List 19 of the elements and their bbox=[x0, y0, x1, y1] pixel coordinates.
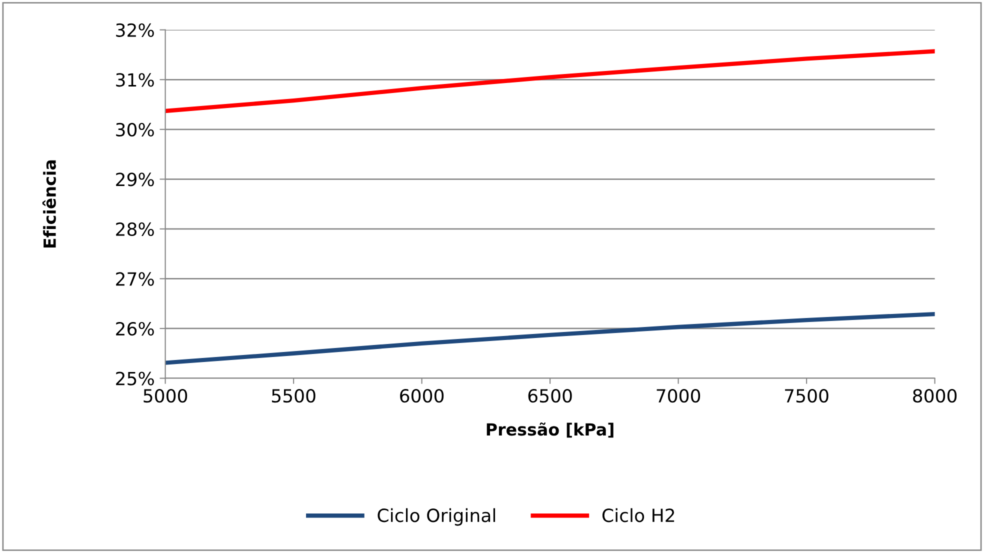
x-tick-label: 7500 bbox=[785, 388, 828, 403]
y-tick-label: 27% bbox=[116, 272, 154, 286]
x-tick-label: 6500 bbox=[528, 388, 572, 403]
y-tick-label: 25% bbox=[116, 372, 154, 386]
y-tick-label: 26% bbox=[116, 322, 154, 336]
x-tick-label: 6000 bbox=[400, 388, 444, 403]
legend-label: Ciclo Original bbox=[378, 508, 496, 526]
legend-label: Ciclo H2 bbox=[602, 508, 674, 522]
y-tick-label: 32% bbox=[116, 23, 154, 37]
y-tick-label: 30% bbox=[116, 122, 154, 137]
x-tick-label: 5000 bbox=[144, 388, 188, 403]
y-tick-label: 28% bbox=[116, 222, 154, 236]
y-tick-label: 31% bbox=[116, 73, 154, 87]
y-axis-title: Eficiência bbox=[42, 160, 56, 248]
x-tick-label: 8000 bbox=[913, 388, 957, 403]
y-tick-label: 29% bbox=[116, 172, 154, 186]
x-axis-title: Pressão [kPa] bbox=[486, 422, 614, 438]
x-tick-label: 5500 bbox=[272, 388, 316, 403]
x-tick-label: 7000 bbox=[656, 388, 700, 403]
